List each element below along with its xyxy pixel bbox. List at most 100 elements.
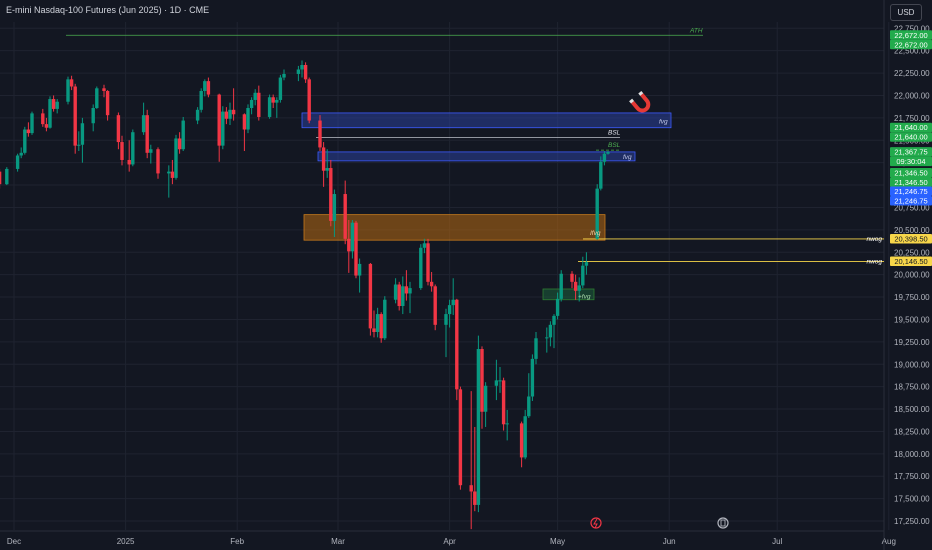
price-label-tag: [890, 168, 932, 178]
candle-body: [48, 99, 52, 128]
candle-body: [595, 188, 599, 239]
x-tick-label: Aug: [882, 537, 896, 546]
candle-body: [303, 65, 308, 80]
candle-body: [552, 315, 556, 325]
candle-body: [278, 77, 283, 100]
candle-body: [174, 138, 178, 178]
candle-body: [221, 111, 225, 146]
price-label-tag: [890, 39, 932, 50]
price-label-tag: [890, 30, 932, 40]
price-label-tag: [890, 233, 932, 244]
candle-body: [534, 338, 538, 359]
x-tick-label: Feb: [230, 537, 244, 546]
candle-body: [177, 138, 182, 150]
candle-body: [170, 171, 175, 178]
price-label-text: 21,246.75: [894, 187, 927, 196]
candle-body: [501, 380, 506, 425]
candle-body: [476, 349, 481, 505]
candle-body: [426, 243, 430, 282]
price-label-text: 22,672.00: [894, 31, 927, 40]
candle-body: [458, 389, 463, 486]
symbol-title[interactable]: E-mini Nasdaq-100 Futures (Jun 2025) · 1…: [6, 5, 210, 15]
candle-body: [375, 314, 380, 332]
candle-body: [195, 109, 200, 121]
candle-body: [116, 115, 121, 143]
candle-body: [530, 358, 535, 397]
candle-body: [199, 90, 203, 110]
currency-button[interactable]: USD: [890, 4, 922, 21]
y-tick-label: 17,250.00: [894, 517, 930, 526]
candle-body: [91, 108, 95, 124]
nwog-label-upper: nwog: [866, 236, 882, 243]
candle-body: [231, 109, 236, 115]
candle-body: [296, 69, 301, 74]
fvg-zone-lower: [317, 151, 636, 162]
bsl-label-upper: BSL: [608, 130, 621, 137]
candle-body: [51, 99, 56, 109]
candle-body: [429, 281, 434, 287]
candle-body: [606, 152, 610, 154]
y-tick-label: 19,750.00: [894, 293, 930, 302]
candle-body: [105, 90, 110, 116]
candle-body: [383, 299, 387, 339]
candle-body: [332, 194, 337, 221]
bsl-label-lower: BSL: [608, 142, 621, 149]
candle-body: [347, 238, 351, 252]
candle-body: [44, 124, 49, 128]
candle-body: [329, 168, 333, 221]
y-tick-label: 18,500.00: [894, 405, 930, 414]
candle-body: [379, 314, 383, 339]
candle-body: [127, 159, 131, 165]
candle-body: [599, 161, 603, 189]
price-label-tag: [890, 177, 932, 188]
candle-body: [224, 111, 229, 119]
candle-body: [102, 88, 106, 91]
candle-body: [307, 79, 311, 121]
y-tick-label: 20,750.00: [894, 203, 930, 212]
y-tick-label: 18,250.00: [894, 427, 930, 436]
earnings-event-icon[interactable]: [717, 517, 729, 529]
x-tick-label: Jul: [772, 537, 782, 546]
candle-body: [444, 314, 448, 325]
magnet-icon: [629, 90, 651, 113]
x-tick-label: Mar: [331, 537, 345, 546]
candle-body: [271, 97, 275, 103]
y-tick-label: 20,000.00: [894, 271, 930, 280]
candle-body: [545, 337, 549, 339]
candle-body: [494, 380, 499, 386]
lightning-event-icon[interactable]: [590, 517, 602, 529]
candle-body: [321, 147, 326, 171]
candle-body: [73, 86, 77, 146]
y-tick-label: 20,500.00: [894, 226, 930, 235]
price-label-text: 21,640.00: [894, 133, 927, 142]
candle-body: [228, 109, 232, 119]
y-tick-label: 19,000.00: [894, 360, 930, 369]
candle-body: [350, 222, 355, 252]
candle-body: [473, 491, 477, 505]
ifvg-zone: [303, 214, 606, 241]
candle-body: [555, 298, 560, 316]
y-tick-label: 18,750.00: [894, 383, 930, 392]
price-label-text: 22,672.00: [894, 40, 927, 49]
candle-body: [368, 263, 373, 329]
price-label-tag: [890, 156, 932, 167]
candle-body: [206, 81, 211, 95]
candle-body: [66, 79, 70, 102]
plus-fvg-label: +fvg: [578, 294, 591, 301]
candle-body: [41, 113, 45, 125]
candle-body: [242, 114, 247, 130]
price-label-text: 21,346.50: [894, 178, 927, 187]
price-label-text: 09:30:04: [896, 157, 925, 166]
candle-body: [570, 273, 574, 282]
candle-body: [77, 144, 81, 146]
candle-body: [354, 222, 358, 276]
price-label-tag: [890, 186, 932, 196]
fvg-zone-upper: [301, 112, 672, 129]
x-tick-label: Dec: [7, 537, 21, 546]
y-tick-label: 22,500.00: [894, 47, 930, 56]
candle-body: [181, 120, 185, 150]
candle-body: [120, 142, 124, 160]
candle-body: [480, 349, 484, 412]
y-tick-label: 22,000.00: [894, 91, 930, 100]
